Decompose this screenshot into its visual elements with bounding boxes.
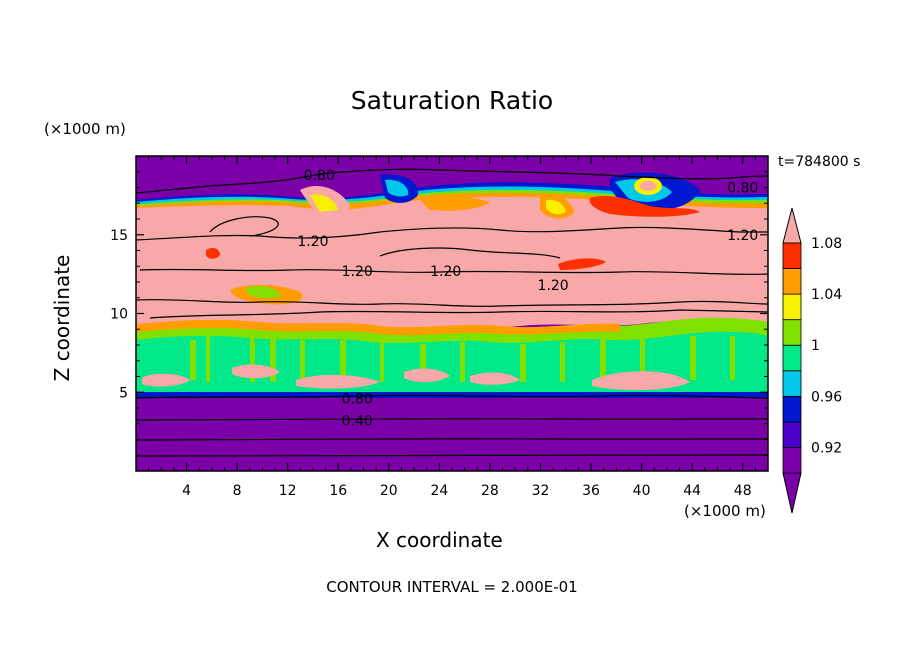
contour-labels: 0.80 0.80 1.20 1.20 1.20 1.20 1.20 0.80 0.40 <box>297 168 758 430</box>
contour-interval-note: CONTOUR INTERVAL = 2.000E-01 <box>326 578 578 596</box>
chart-title: Saturation Ratio <box>350 86 554 115</box>
x-tick-label: 24 <box>430 483 448 499</box>
x-axis-label: X coordinate <box>376 528 503 552</box>
contour-label: 0.80 <box>727 181 758 197</box>
y-axis-ticks: 5 10 15 <box>110 171 768 456</box>
colorbar-segment <box>782 370 802 397</box>
contour-label: 1.20 <box>342 264 373 280</box>
contour-label: 0.80 <box>304 168 335 184</box>
colorbar-segment <box>782 344 802 372</box>
x-tick-label: 4 <box>182 483 191 499</box>
y-tick-label: 15 <box>110 228 128 244</box>
colorbar-tick-label: 1 <box>811 338 820 354</box>
colorbar-tick-label: 1.04 <box>811 287 842 303</box>
x-tick-label: 48 <box>734 483 752 499</box>
contour-label: 0.40 <box>342 414 373 430</box>
z-unit-label: (×1000 m) <box>44 120 126 138</box>
x-tick-label: 12 <box>279 483 297 499</box>
colorbar-tick-label: 0.96 <box>811 389 842 405</box>
contour-label: 1.20 <box>727 228 758 244</box>
y-tick-label: 10 <box>110 307 128 323</box>
colorbar-segment <box>782 293 802 321</box>
x-tick-label: 16 <box>329 483 347 499</box>
colorbar-tick-label: 1.08 <box>811 236 842 252</box>
colorbar-tick-label: 0.92 <box>811 440 842 456</box>
x-tick-label: 36 <box>582 483 600 499</box>
colorbar-segment <box>782 242 802 269</box>
contour-label: 1.20 <box>297 234 328 250</box>
y-axis-label: Z coordinate <box>50 254 74 382</box>
colorbar-segment <box>782 319 802 346</box>
contour-label: 0.80 <box>342 392 373 408</box>
colorbar: 0.92 0.96 1 1.04 1.08 <box>782 207 842 514</box>
saturation-field <box>136 156 768 471</box>
x-unit-label: (×1000 m) <box>684 502 766 520</box>
x-tick-label: 40 <box>633 483 651 499</box>
colorbar-segment <box>782 395 802 423</box>
contour-label: 1.20 <box>538 278 569 294</box>
colorbar-segment <box>782 421 802 448</box>
contour-lines <box>136 168 768 457</box>
x-tick-label: 44 <box>683 483 701 499</box>
time-label: t=784800 s <box>778 154 861 170</box>
y-tick-label: 5 <box>119 385 128 401</box>
x-tick-label: 32 <box>532 483 550 499</box>
contour-label: 1.20 <box>430 264 461 280</box>
x-tick-label: 28 <box>481 483 499 499</box>
colorbar-max-arrow <box>782 207 802 244</box>
colorbar-min-arrow <box>782 472 802 514</box>
colorbar-segment <box>782 268 802 295</box>
x-tick-label: 8 <box>233 483 242 499</box>
x-axis-ticks: 4 8 12 16 20 24 28 32 36 40 44 48 <box>148 156 756 499</box>
colorbar-segment <box>782 447 802 474</box>
x-tick-label: 20 <box>380 483 398 499</box>
